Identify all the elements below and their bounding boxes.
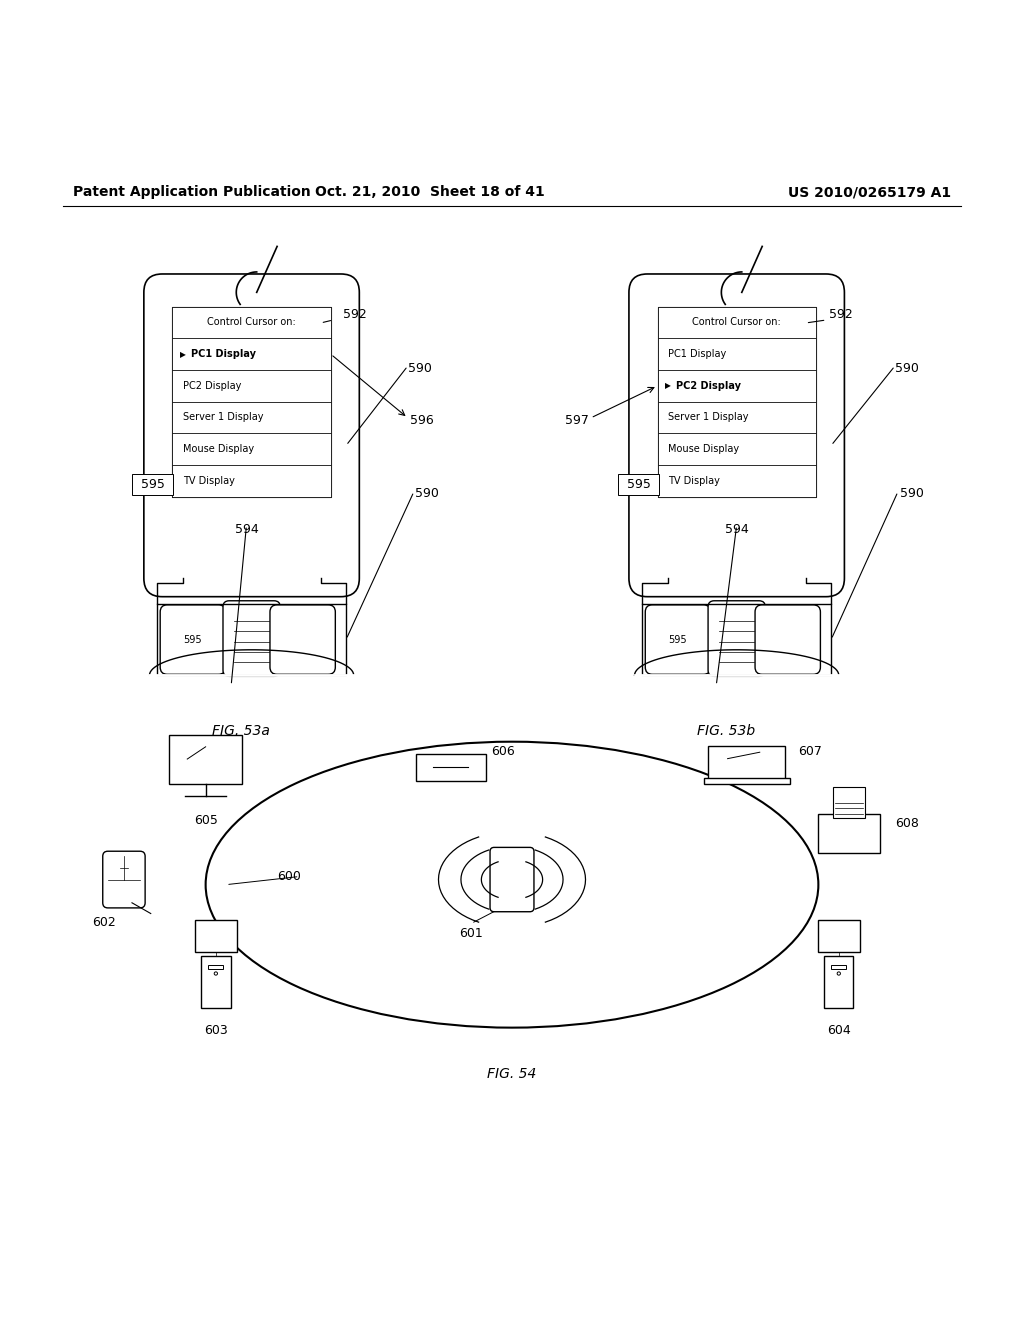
Text: 605: 605 (194, 814, 217, 826)
Bar (172, 306, 331, 496)
Text: ▶: ▶ (179, 350, 185, 359)
Text: Control Cursor on:: Control Cursor on: (692, 318, 781, 327)
Bar (172, 465, 331, 496)
Text: Control Cursor on:: Control Cursor on: (207, 318, 296, 327)
Bar (657, 306, 816, 496)
Circle shape (214, 972, 217, 975)
FancyBboxPatch shape (102, 851, 145, 908)
Text: Mouse Display: Mouse Display (668, 444, 739, 454)
FancyBboxPatch shape (143, 275, 359, 597)
Text: 595: 595 (140, 478, 165, 491)
FancyBboxPatch shape (629, 275, 845, 597)
Text: 594: 594 (725, 523, 749, 536)
Text: FIG. 54: FIG. 54 (487, 1067, 537, 1081)
Text: 597: 597 (564, 413, 589, 426)
Circle shape (838, 972, 841, 975)
Text: Patent Application Publication: Patent Application Publication (73, 185, 310, 199)
Ellipse shape (206, 742, 818, 1028)
Text: 595: 595 (669, 635, 687, 644)
Text: PC1 Display: PC1 Display (668, 350, 726, 359)
Bar (657, 338, 816, 370)
Text: US 2010/0265179 A1: US 2010/0265179 A1 (788, 185, 951, 199)
Text: Mouse Display: Mouse Display (182, 444, 254, 454)
FancyBboxPatch shape (645, 605, 711, 675)
Text: TV Display: TV Display (668, 475, 720, 486)
Bar (172, 401, 331, 433)
Bar (172, 370, 331, 401)
Text: 596: 596 (410, 413, 433, 426)
Text: 608: 608 (895, 817, 919, 830)
Text: PC2 Display: PC2 Display (182, 380, 241, 391)
FancyBboxPatch shape (270, 605, 335, 675)
Bar (201, 956, 230, 1008)
Bar (818, 814, 880, 853)
Text: 594: 594 (234, 523, 258, 536)
Bar (657, 401, 816, 433)
Bar (657, 306, 816, 338)
FancyBboxPatch shape (490, 847, 534, 912)
FancyBboxPatch shape (755, 605, 820, 675)
Text: 595: 595 (627, 478, 650, 491)
Bar (209, 965, 223, 969)
Text: TV Display: TV Display (182, 475, 234, 486)
Text: Oct. 21, 2010  Sheet 18 of 41: Oct. 21, 2010 Sheet 18 of 41 (315, 185, 545, 199)
Text: 590: 590 (415, 487, 439, 500)
Text: 607: 607 (798, 746, 822, 759)
Bar (195, 920, 238, 952)
Bar (657, 433, 816, 465)
Bar (824, 956, 853, 1008)
FancyBboxPatch shape (160, 605, 225, 675)
Bar (172, 338, 331, 370)
Text: PC1 Display: PC1 Display (190, 350, 256, 359)
Text: 592: 592 (828, 309, 852, 321)
Text: PC2 Display: PC2 Display (676, 380, 741, 391)
Text: 604: 604 (827, 1024, 851, 1038)
Text: 606: 606 (492, 746, 515, 759)
Text: 590: 590 (408, 363, 432, 375)
Bar (657, 465, 816, 496)
Text: 603: 603 (204, 1024, 227, 1038)
Text: FIG. 53a: FIG. 53a (212, 725, 270, 738)
FancyBboxPatch shape (618, 474, 659, 495)
Bar (416, 754, 485, 781)
Text: 602: 602 (91, 916, 116, 929)
FancyBboxPatch shape (132, 474, 173, 495)
Text: 590: 590 (895, 363, 919, 375)
Bar (169, 734, 243, 784)
Bar (831, 965, 846, 969)
Bar (709, 746, 785, 780)
Text: 595: 595 (183, 635, 202, 644)
Text: FIG. 53b: FIG. 53b (697, 725, 756, 738)
Text: 601: 601 (460, 927, 483, 940)
Bar (172, 433, 331, 465)
FancyBboxPatch shape (223, 601, 281, 676)
Text: Server 1 Display: Server 1 Display (668, 412, 749, 422)
Bar (172, 306, 331, 338)
FancyBboxPatch shape (708, 601, 765, 676)
Text: Server 1 Display: Server 1 Display (182, 412, 263, 422)
Text: 600: 600 (278, 870, 301, 883)
Text: ▶: ▶ (665, 381, 671, 391)
Bar (834, 787, 864, 818)
Text: 592: 592 (343, 309, 368, 321)
Bar (657, 370, 816, 401)
Bar (817, 920, 860, 952)
Text: 590: 590 (900, 487, 924, 500)
Bar (703, 777, 790, 784)
